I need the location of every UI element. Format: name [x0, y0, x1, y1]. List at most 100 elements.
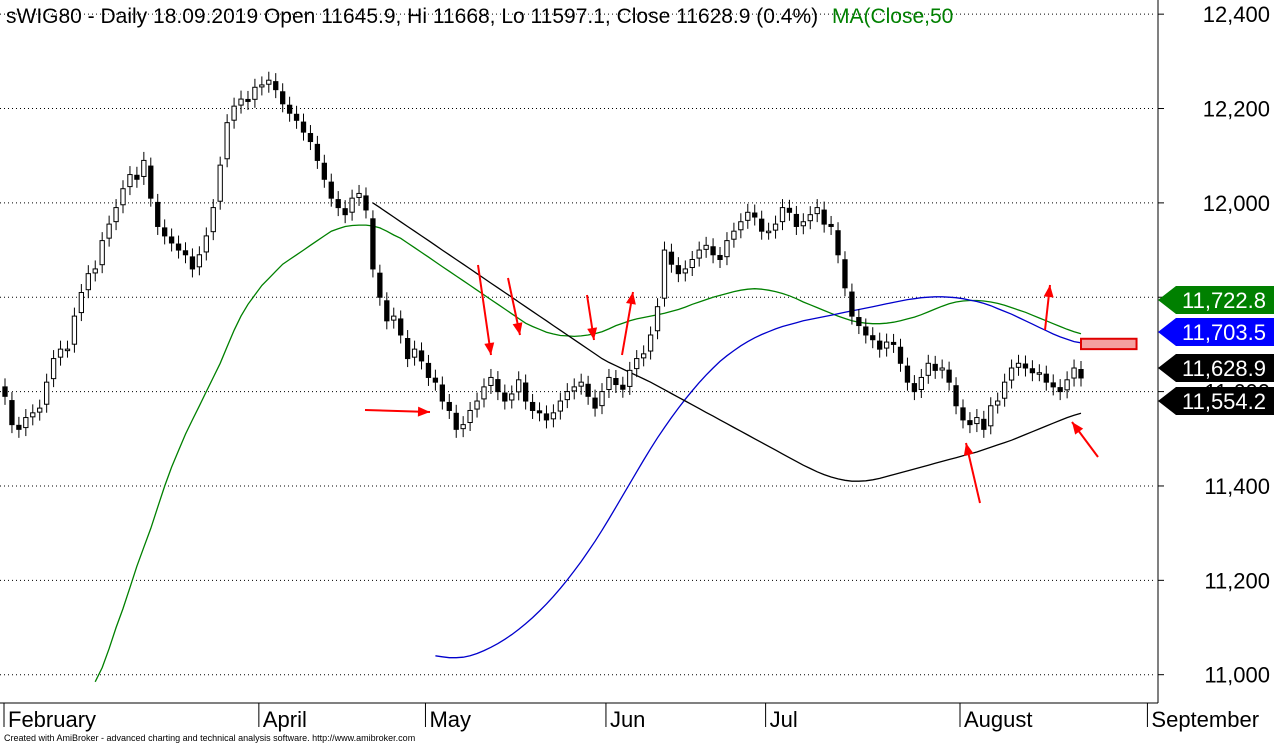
candle-body	[99, 240, 105, 266]
candle-body	[988, 405, 994, 427]
candle-body	[703, 244, 709, 250]
candle-body	[189, 256, 196, 270]
candle-body	[772, 223, 779, 231]
candle-body	[23, 417, 29, 429]
candle-body	[509, 393, 515, 401]
candle-body	[613, 378, 619, 386]
candle-body	[918, 376, 924, 390]
candle-body	[85, 273, 91, 291]
candle-body	[217, 164, 223, 202]
candle-body	[800, 221, 806, 227]
candle-body	[939, 367, 945, 371]
candle-body	[592, 397, 598, 409]
candle-body	[953, 385, 959, 407]
price-tag	[1158, 286, 1274, 314]
candle-body	[148, 165, 154, 199]
candle-body	[911, 383, 918, 393]
annotation-arrowhead	[963, 443, 974, 456]
candle-body	[113, 207, 119, 223]
annotation-arrowhead	[484, 342, 495, 355]
candle-body	[724, 240, 730, 258]
x-axis-ticks: February April May Jun Jul August September	[3, 703, 1259, 732]
candle-body	[231, 105, 237, 121]
candle-body	[488, 376, 494, 386]
annotations	[364, 264, 1138, 504]
footer-credit: Created with AmiBroker - advanced charti…	[4, 733, 415, 743]
candle-body	[120, 188, 126, 206]
candle-body	[661, 249, 668, 299]
candle-body	[745, 211, 751, 221]
candle-body	[196, 254, 203, 268]
x-tick-label: Jun	[610, 707, 645, 732]
candle-body	[439, 384, 445, 402]
x-tick-label: Jul	[770, 707, 798, 732]
candle-body	[842, 259, 848, 289]
title-main: sWIG80 - Daily 18.09.2019 Open 11645.9, …	[6, 5, 818, 28]
price-candles	[2, 71, 1084, 438]
candle-body	[307, 133, 314, 143]
candle-body	[627, 369, 633, 387]
y-tick-label: 12,400	[1203, 2, 1270, 27]
annotation-arrowhead	[417, 406, 430, 417]
chart-title: sWIG80 - Daily 18.09.2019 Open 11645.9, …	[6, 5, 953, 28]
candle-body	[557, 400, 564, 412]
candle-body	[696, 249, 702, 259]
candle-body	[453, 412, 459, 430]
x-tick-label: May	[429, 707, 471, 732]
candle-body	[203, 235, 209, 253]
annotation-arrowhead	[626, 292, 636, 305]
candle-body	[995, 400, 1001, 406]
candle-body	[1064, 379, 1070, 391]
price-tags: 11,722.8 11,703.5 11,628.9 11,554.2	[1158, 286, 1274, 415]
candle-body	[363, 195, 369, 211]
candle-body	[266, 79, 272, 85]
candle-body	[1036, 372, 1043, 375]
candle-body	[252, 86, 258, 100]
candle-body	[599, 391, 605, 407]
candle-body	[863, 326, 869, 336]
annotation-arrowhead	[587, 327, 598, 340]
price-tag	[1158, 387, 1274, 415]
candle-body	[877, 340, 883, 350]
candle-body	[224, 122, 230, 160]
candle-body	[404, 338, 411, 360]
candle-body	[543, 413, 550, 421]
ma-line	[94, 224, 1082, 683]
candle-body	[647, 334, 654, 352]
candle-body	[752, 212, 758, 218]
candle-body	[1001, 381, 1008, 399]
candle-body	[30, 412, 36, 418]
candle-body	[293, 113, 300, 121]
candle-body	[717, 254, 723, 260]
candle-body	[175, 243, 182, 251]
y-tick-label: 11,000	[1204, 663, 1270, 688]
candle-body	[870, 335, 876, 341]
candle-body	[890, 341, 897, 345]
candle-body	[425, 362, 432, 378]
price-tag-label: 11,628.9	[1182, 356, 1266, 381]
candle-body	[78, 292, 85, 314]
candle-body	[168, 236, 175, 244]
x-tick-label: September	[1151, 707, 1259, 732]
candle-body	[738, 221, 744, 231]
candle-body	[682, 268, 688, 274]
candle-body	[779, 207, 786, 223]
y-tick-label: 11,400	[1204, 474, 1270, 499]
annotation-arrowhead	[1043, 285, 1054, 298]
candle-body	[710, 246, 716, 256]
candle-body	[550, 412, 557, 420]
y-tick-label: 12,000	[1203, 191, 1270, 216]
candle-body	[689, 258, 695, 269]
candle-body	[182, 250, 189, 256]
candle-body	[522, 382, 529, 402]
candle-body	[654, 306, 661, 332]
candle-body	[467, 409, 473, 424]
candle-body	[377, 272, 383, 298]
price-tag	[1158, 318, 1274, 346]
candle-body	[384, 300, 390, 322]
candle-body	[1057, 387, 1063, 393]
candle-body	[162, 227, 168, 237]
candle-body	[446, 401, 452, 411]
candle-body	[16, 424, 22, 430]
candle-body	[460, 424, 466, 430]
